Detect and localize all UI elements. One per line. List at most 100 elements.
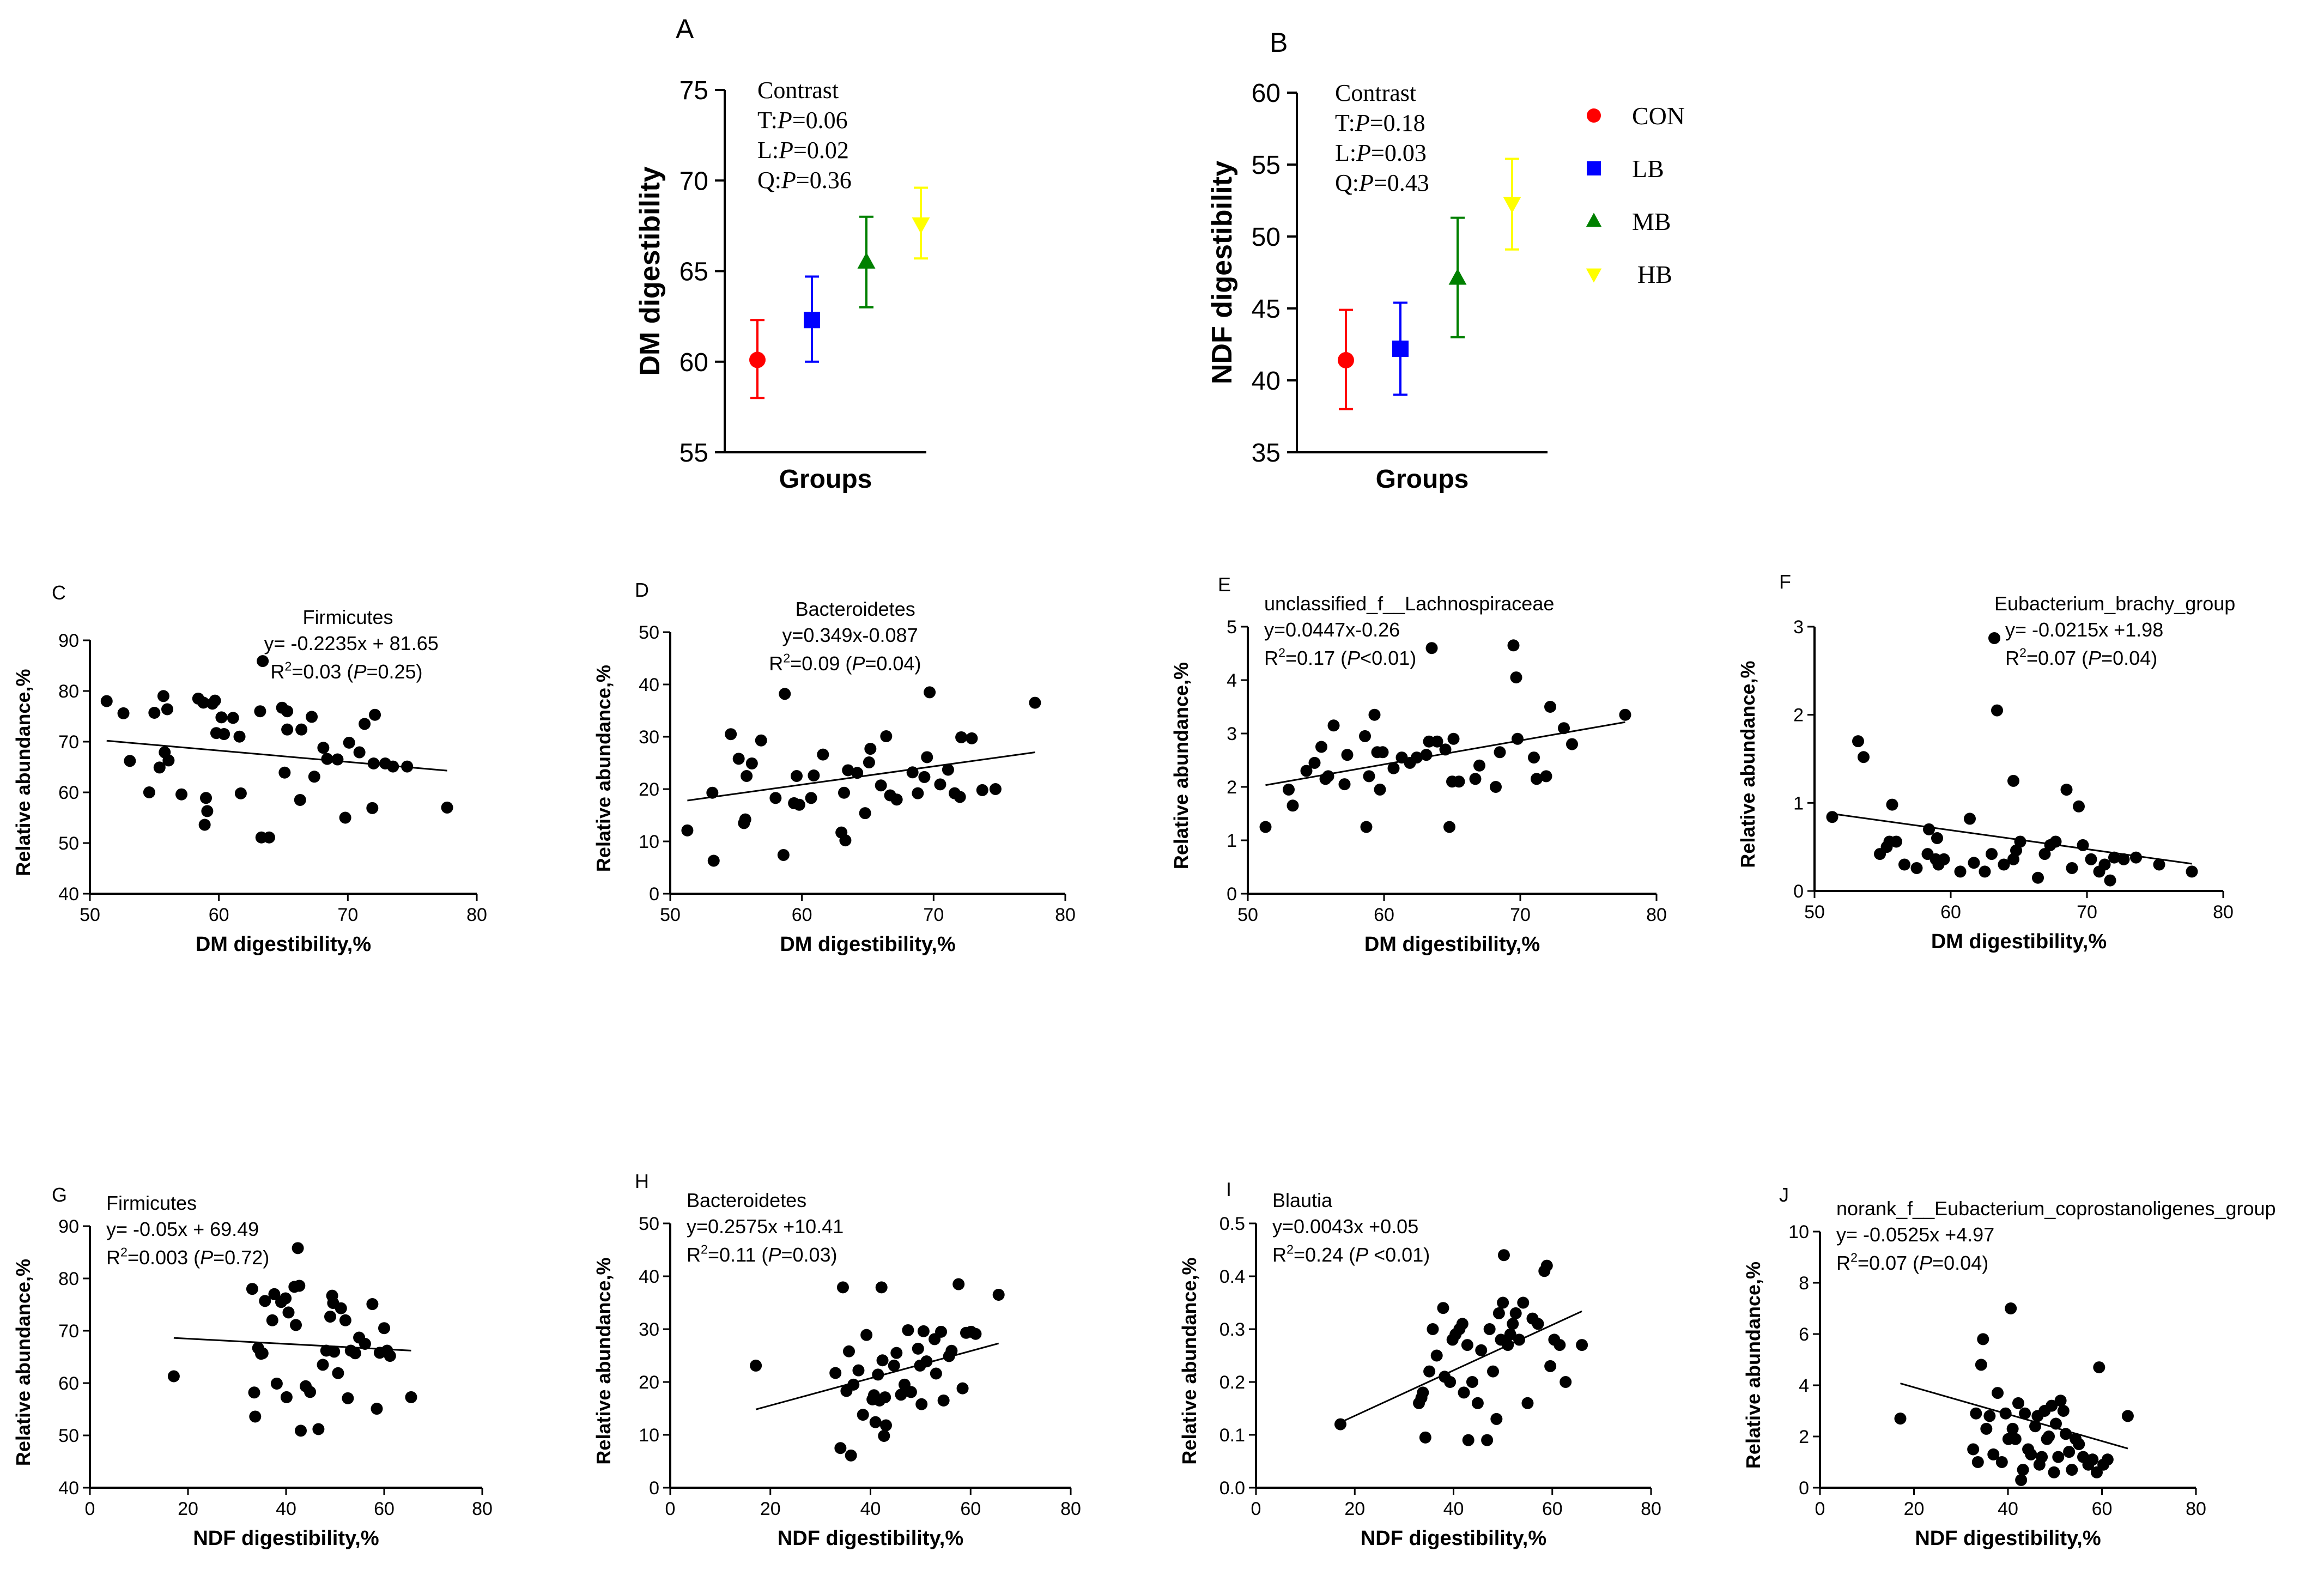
scatter-point bbox=[387, 760, 399, 773]
regression-line bbox=[1340, 1310, 1582, 1423]
scatter-point bbox=[1619, 708, 1631, 721]
scatter-point bbox=[838, 786, 850, 799]
scatter-point bbox=[1425, 642, 1438, 654]
r-squared: R2=0.17 (P<0.01) bbox=[1264, 646, 1416, 669]
scatter-point bbox=[321, 753, 333, 765]
scatter-point bbox=[317, 742, 330, 754]
contrast-line: Q:P=0.43 bbox=[1335, 169, 1429, 196]
x-tick-label: 60 bbox=[792, 905, 812, 925]
scatter-point bbox=[1977, 1333, 1989, 1345]
panel-label: G bbox=[52, 1184, 67, 1206]
scatter-point bbox=[1954, 865, 1967, 878]
scatter-point bbox=[879, 1391, 891, 1404]
scatter-point bbox=[1497, 1249, 1510, 1262]
scatter-point bbox=[1308, 756, 1321, 769]
y-axis-title: DM digestibility bbox=[634, 166, 666, 375]
scatter-point bbox=[295, 1424, 307, 1437]
contrast-line: T:P=0.18 bbox=[1335, 110, 1425, 136]
x-tick-label: 70 bbox=[2077, 902, 2097, 923]
group-marker-hb bbox=[912, 217, 930, 234]
scatter-point bbox=[2093, 1361, 2105, 1374]
scatter-point bbox=[942, 763, 954, 776]
y-tick-label: 4 bbox=[1227, 670, 1237, 691]
scatter-point bbox=[956, 1382, 969, 1395]
scatter-point bbox=[1431, 735, 1443, 748]
y-tick-label: 40 bbox=[58, 1478, 79, 1499]
y-axis-title: Relative abundance,% bbox=[1170, 662, 1192, 869]
scatter-point bbox=[1387, 762, 1400, 774]
y-tick-label: 6 bbox=[1799, 1324, 1809, 1345]
scatter-point bbox=[2036, 1451, 2048, 1463]
scatter-point bbox=[2032, 871, 2044, 884]
scatter-point bbox=[1259, 821, 1272, 833]
y-tick-label: 40 bbox=[639, 1266, 659, 1287]
scatter-point bbox=[732, 753, 745, 765]
regression-equation: y= -0.0215x +1.98 bbox=[2005, 619, 2163, 641]
y-tick-label: 0 bbox=[649, 884, 659, 905]
scatter-point bbox=[2006, 1422, 2019, 1435]
scatter-point bbox=[1544, 1360, 1557, 1372]
scatter-point bbox=[845, 1449, 857, 1462]
x-tick-label: 80 bbox=[1060, 1499, 1081, 1519]
x-tick-label: 20 bbox=[1344, 1499, 1365, 1519]
scatter-point bbox=[741, 770, 753, 782]
scatter-point bbox=[1473, 759, 1485, 772]
scatter-point bbox=[966, 732, 978, 744]
scatter-point bbox=[869, 1416, 882, 1428]
scatter-point bbox=[401, 760, 414, 773]
scatter-point bbox=[339, 811, 351, 824]
scatter-point bbox=[1992, 1387, 2004, 1399]
scatter-point bbox=[200, 792, 212, 804]
scatter-point bbox=[2066, 1464, 2078, 1476]
y-axis-title: Relative abundance,% bbox=[592, 665, 615, 872]
panel-label: E bbox=[1218, 573, 1231, 596]
scatter-point bbox=[266, 1314, 278, 1326]
y-tick-label: 5 bbox=[1227, 617, 1237, 638]
scatter-point bbox=[2104, 874, 2116, 887]
scatter-point bbox=[878, 1429, 890, 1442]
scatter-point bbox=[1987, 1448, 2000, 1460]
scatter-point bbox=[954, 791, 966, 803]
scatter-point bbox=[371, 1403, 383, 1415]
scatter-point bbox=[153, 761, 166, 774]
scatter-point bbox=[1971, 1456, 1984, 1468]
r-squared: R2=0.07 (P=0.04) bbox=[2005, 646, 2157, 669]
scatter-point bbox=[306, 711, 318, 723]
scatter-point bbox=[233, 730, 246, 743]
scatter-point bbox=[918, 771, 931, 783]
y-tick-label: 40 bbox=[1252, 367, 1281, 396]
scatter-point bbox=[1983, 1410, 1996, 1422]
regression-equation: y=0.349x-0.087 bbox=[782, 624, 918, 646]
scatter-point bbox=[2130, 851, 2142, 864]
chart-panel-e: E 0 1 2 3 4 5 50 60 70 80 DM digestibility,% Relativ… bbox=[1170, 573, 1667, 956]
scatter-point bbox=[2025, 1448, 2037, 1460]
scatter-point bbox=[955, 731, 968, 743]
scatter-point bbox=[259, 1295, 271, 1307]
x-tick-label: 40 bbox=[860, 1499, 881, 1519]
x-axis-title: Groups bbox=[1376, 465, 1469, 494]
y-tick-label: 40 bbox=[639, 675, 659, 695]
scatter-point bbox=[294, 793, 306, 806]
scatter-point bbox=[793, 798, 805, 811]
group-marker-con bbox=[1338, 352, 1354, 369]
scatter-point bbox=[167, 1370, 180, 1383]
y-tick-label: 70 bbox=[679, 167, 708, 196]
y-tick-label: 50 bbox=[58, 1426, 79, 1446]
scatter-point bbox=[227, 712, 239, 724]
legend: CON LB MB HB bbox=[1586, 102, 1685, 288]
scatter-point bbox=[2052, 1451, 2065, 1463]
scatter-point bbox=[902, 1324, 914, 1336]
scatter-point bbox=[890, 1347, 903, 1359]
scatter-point bbox=[339, 1314, 351, 1326]
scatter-point bbox=[2101, 1453, 2114, 1466]
group-marker-mb bbox=[1448, 268, 1467, 285]
scatter-point bbox=[888, 1359, 900, 1372]
scatter-point bbox=[257, 655, 269, 668]
panel-label: C bbox=[52, 581, 66, 604]
x-tick-label: 50 bbox=[660, 905, 681, 925]
scatter-point bbox=[847, 1378, 860, 1391]
scatter-point bbox=[1471, 1397, 1484, 1409]
y-tick-label: 45 bbox=[1252, 295, 1281, 324]
scatter-point bbox=[791, 770, 803, 782]
